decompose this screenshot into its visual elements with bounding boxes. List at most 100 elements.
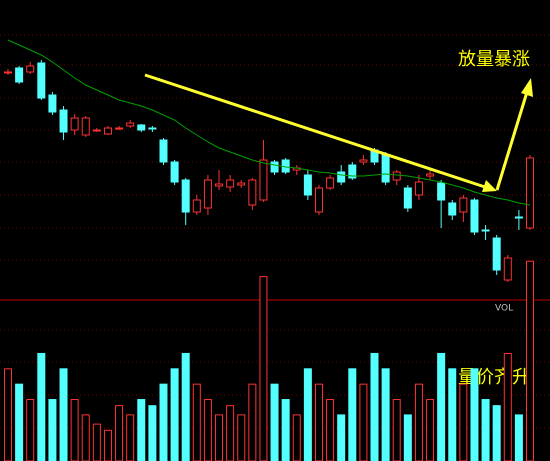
volume-bar (115, 405, 124, 461)
volume-bar (403, 414, 412, 461)
volume-bar (192, 383, 201, 461)
candle-body (348, 164, 357, 179)
candle-body (337, 171, 346, 183)
candle-body (514, 216, 523, 219)
volume-bar (392, 399, 401, 461)
candle-body (148, 127, 157, 130)
volume-bar (159, 383, 168, 461)
volume-bar (270, 383, 279, 461)
volume-bar (481, 399, 490, 461)
volume-bar (459, 383, 468, 461)
candle-body (70, 117, 79, 131)
volume-label: VOL (495, 304, 513, 314)
candle-body (314, 187, 323, 213)
candle-body (103, 127, 112, 135)
candle-body (137, 124, 146, 131)
candle-body (281, 159, 290, 173)
candle-body (459, 197, 468, 213)
candle-body (215, 183, 224, 187)
volume-bar (226, 405, 235, 461)
volume-bar (337, 414, 346, 461)
volume-bar (437, 352, 446, 461)
volume-bar (303, 368, 312, 461)
candle-body (126, 122, 135, 127)
candle-body (492, 237, 501, 271)
volume-bar (48, 399, 57, 461)
candle-body (192, 199, 201, 213)
volume-bar (414, 383, 423, 461)
volume-bar (15, 383, 24, 461)
candle-body (470, 199, 479, 233)
candle-body (81, 117, 90, 136)
candle-body (181, 179, 190, 213)
volume-bar (359, 383, 368, 461)
candle-body (503, 257, 512, 281)
candle-body (270, 161, 279, 173)
candle-body (48, 94, 57, 113)
candle-body (37, 62, 46, 99)
volume-bar (370, 352, 379, 461)
volume-bar (448, 368, 457, 461)
candle-body (92, 129, 101, 132)
volume-bar (492, 405, 501, 461)
volume-bar (26, 399, 35, 461)
volume-bar (137, 399, 146, 461)
volume-bar (237, 414, 246, 461)
candle-body (381, 154, 390, 183)
candle-body (303, 174, 312, 196)
candle-body (359, 159, 368, 163)
volume-bar (126, 414, 135, 461)
candle-body (392, 171, 401, 181)
volume-bar (170, 368, 179, 461)
volume-bar (103, 429, 112, 461)
volume-bar (181, 352, 190, 461)
volume-bar (426, 399, 435, 461)
volume-bar (326, 399, 335, 461)
candle-body (403, 187, 412, 209)
arrows (144, 73, 533, 192)
volume-bar (37, 352, 46, 461)
volume-bar (248, 383, 257, 461)
candle-body (170, 161, 179, 183)
volume-bar (526, 260, 534, 461)
volume-bar (70, 399, 79, 461)
volume-bar (292, 414, 301, 461)
volume-bar (203, 399, 212, 461)
volume-bar (348, 368, 357, 461)
annotation: 量价齐升 (458, 367, 530, 388)
candle-body (437, 182, 446, 201)
volume-bar (259, 276, 268, 461)
volume-bar (281, 399, 290, 461)
candle-body (526, 157, 534, 229)
candle-body (448, 202, 457, 216)
moving-average (7, 39, 531, 206)
candle-body (481, 229, 490, 232)
candle-body (248, 179, 257, 206)
volume-bar (314, 383, 323, 461)
candle-body (226, 179, 235, 188)
candle-body (159, 139, 168, 163)
volume-bar (59, 368, 68, 461)
volume-bar (514, 414, 523, 461)
volume-bar (148, 405, 157, 461)
candle-body (26, 65, 35, 73)
candle-body (237, 182, 246, 186)
volume-bar (215, 414, 224, 461)
candle-body (326, 177, 335, 189)
volume-bar (381, 368, 390, 461)
volume-bar (4, 368, 12, 461)
candle-body (59, 109, 68, 133)
candle-body (115, 127, 124, 130)
volume-bar (92, 423, 101, 461)
candle-body (4, 71, 12, 74)
annotation: 放量暴涨 (458, 49, 530, 70)
candle-body (259, 159, 268, 201)
candle-body (203, 179, 212, 209)
volume-bar (81, 414, 90, 461)
candle-body (414, 181, 423, 196)
candle-body (426, 173, 435, 177)
volume-bar (503, 352, 512, 461)
volume-bar (470, 368, 479, 461)
candle-body (15, 67, 24, 83)
